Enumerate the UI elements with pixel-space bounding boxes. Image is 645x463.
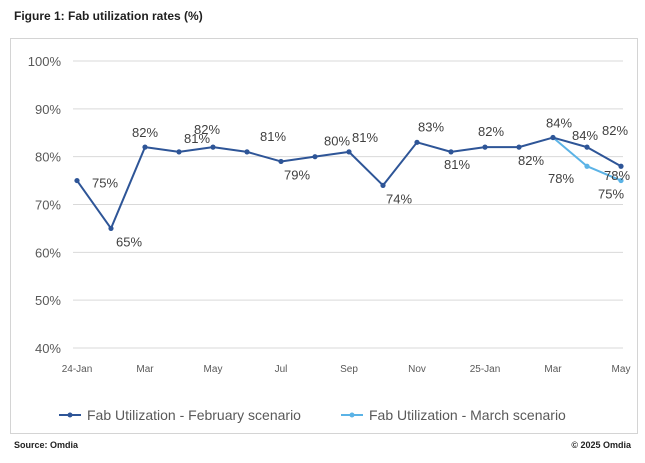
- legend-item-feb: Fab Utilization - February scenario: [59, 407, 301, 423]
- data-point-feb: [210, 144, 216, 150]
- legend-marker-mar: [349, 412, 355, 418]
- data-point-feb: [414, 139, 420, 145]
- data-label: 81%: [352, 130, 378, 145]
- line-chart: 40% 50% 60% 70% 80% 90% 100% 24-Jan Mar May Jul Se…: [28, 54, 631, 423]
- data-label: 79%: [284, 167, 310, 182]
- data-label: 82%: [602, 123, 628, 138]
- data-point-feb: [550, 134, 556, 141]
- x-tick-label: Mar: [544, 364, 562, 375]
- data-label: 65%: [116, 234, 142, 249]
- data-label: 75%: [92, 176, 118, 191]
- y-tick-label: 60%: [35, 245, 61, 260]
- data-point-feb: [278, 158, 284, 165]
- data-label: 78%: [604, 168, 630, 183]
- y-tick-label: 50%: [35, 293, 61, 308]
- data-label: 84%: [546, 116, 572, 131]
- data-point-feb: [108, 225, 114, 232]
- data-label: 81%: [260, 129, 286, 144]
- data-label: 82%: [518, 153, 544, 168]
- data-label: 84%: [572, 128, 598, 143]
- legend-item-mar: Fab Utilization - March scenario: [341, 407, 566, 423]
- y-tick-label: 80%: [35, 150, 61, 165]
- data-point-feb: [584, 144, 590, 150]
- figure-title: Figure 1: Fab utilization rates (%): [14, 9, 203, 23]
- data-point-feb: [618, 163, 624, 169]
- data-point-feb: [448, 149, 454, 155]
- legend-label-feb: Fab Utilization - February scenario: [87, 407, 301, 423]
- data-label: 81%: [444, 157, 470, 172]
- y-tick-label: 100%: [28, 54, 62, 69]
- y-tick-label: 90%: [35, 102, 61, 117]
- x-tick-label: Mar: [136, 364, 154, 375]
- chart-frame: 40% 50% 60% 70% 80% 90% 100% 24-Jan Mar May Jul Se…: [10, 38, 638, 434]
- data-label: 82%: [132, 125, 158, 140]
- data-point-feb: [312, 154, 318, 160]
- data-point-feb: [380, 182, 386, 188]
- data-point-feb: [482, 144, 488, 150]
- data-point-feb: [244, 149, 250, 155]
- data-label: 75%: [598, 187, 624, 202]
- data-label: 81%: [184, 131, 210, 146]
- x-tick-label: 25-Jan: [470, 364, 501, 375]
- x-tick-label: Sep: [340, 364, 358, 375]
- copyright-note: © 2025 Omdia: [571, 440, 631, 450]
- gridlines: [73, 60, 623, 349]
- data-point-mar: [618, 177, 624, 184]
- y-axis-ticks: 40% 50% 60% 70% 80% 90% 100%: [28, 54, 62, 356]
- y-tick-label: 40%: [35, 341, 61, 356]
- data-point-feb: [516, 144, 522, 150]
- data-point-feb: [176, 149, 182, 155]
- x-tick-label: May: [612, 364, 631, 375]
- series-lines: [74, 134, 624, 232]
- x-tick-label: May: [204, 364, 223, 375]
- x-axis-ticks: 24-Jan Mar May Jul Sep Nov 25-Jan Mar May: [62, 364, 631, 375]
- data-labels: 75%65%82% 81%82% 81%79%80% 81%74%83%81%82%8…: [92, 116, 630, 250]
- data-label: 83%: [418, 119, 444, 134]
- legend-label-mar: Fab Utilization - March scenario: [369, 407, 566, 423]
- data-label: 74%: [386, 191, 412, 206]
- data-label: 78%: [548, 171, 574, 186]
- legend: Fab Utilization - February scenario Fab …: [59, 407, 566, 423]
- y-tick-label: 70%: [35, 198, 61, 213]
- source-note: Source: Omdia: [14, 440, 79, 450]
- data-point-feb: [142, 144, 148, 150]
- legend-marker-feb: [67, 412, 73, 418]
- data-point-mar: [584, 163, 590, 169]
- x-tick-label: 24-Jan: [62, 364, 93, 375]
- data-point-feb: [346, 149, 352, 155]
- data-label: 82%: [194, 122, 220, 137]
- data-point-feb: [74, 177, 80, 184]
- x-tick-label: Jul: [275, 364, 288, 375]
- data-label: 82%: [478, 124, 504, 139]
- data-label: 80%: [324, 134, 350, 149]
- x-tick-label: Nov: [408, 364, 426, 375]
